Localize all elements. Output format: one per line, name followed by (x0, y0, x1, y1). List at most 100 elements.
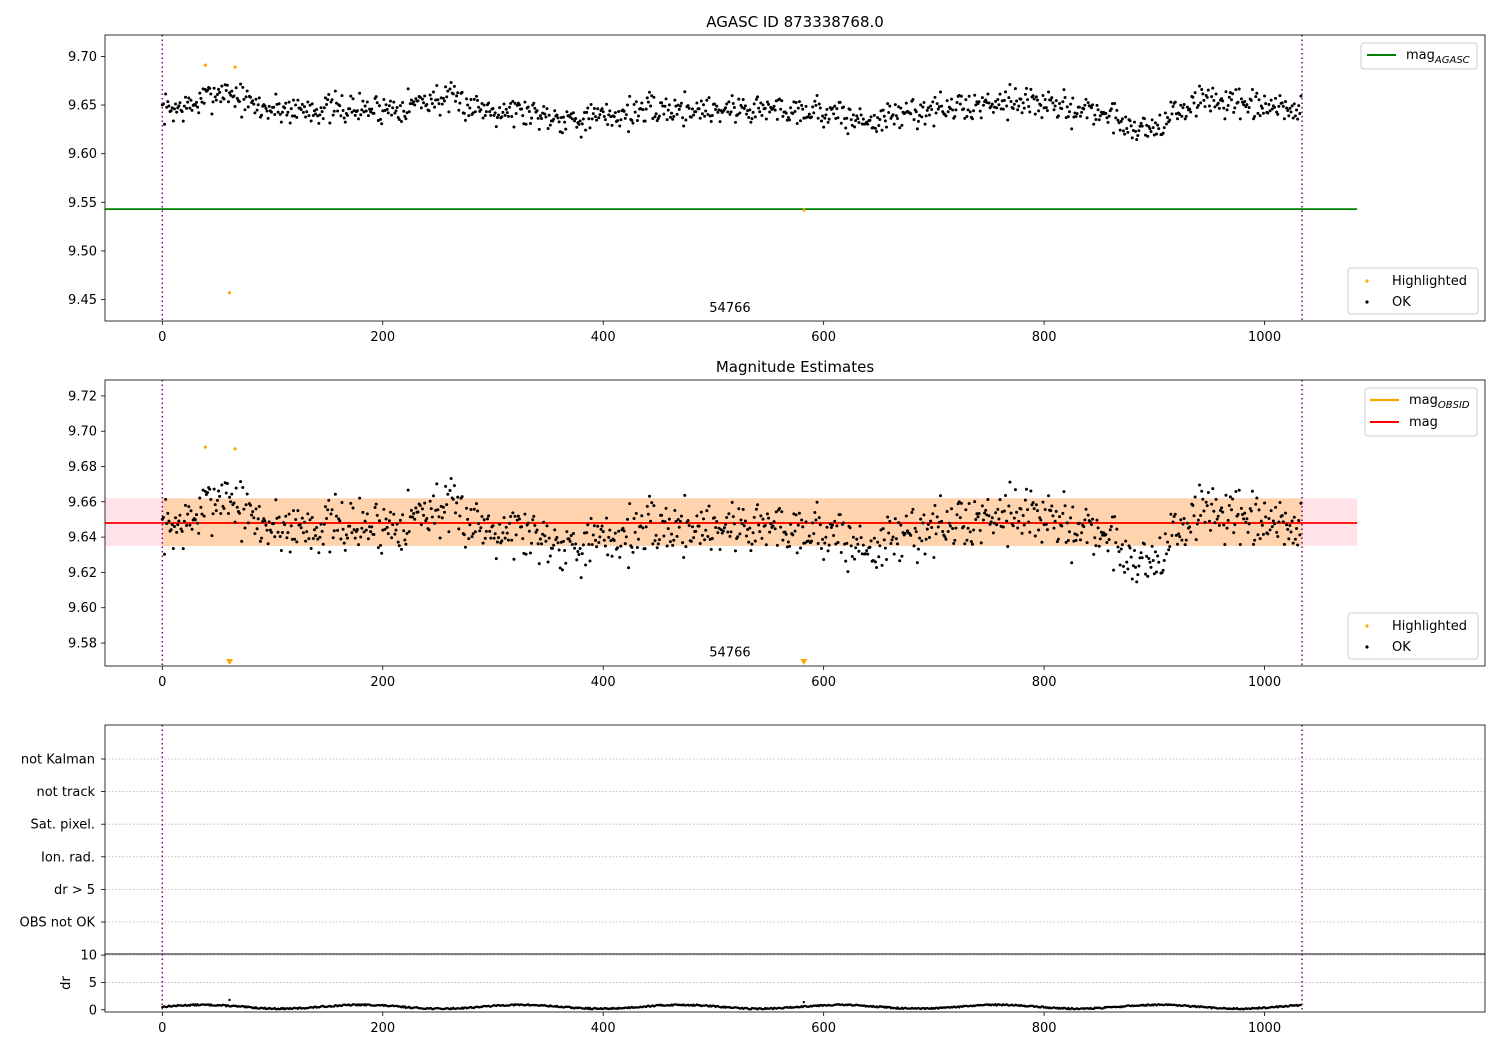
ok-point (276, 110, 280, 114)
y-tick-label: 9.70 (68, 425, 97, 440)
ok-point (482, 103, 486, 107)
ok-point (396, 540, 400, 544)
ok-point (1250, 489, 1254, 493)
ok-point (201, 488, 205, 492)
ok-point (652, 95, 656, 99)
ok-point (728, 112, 732, 116)
ok-point (823, 116, 827, 120)
ok-point (444, 484, 448, 488)
ok-point (690, 107, 694, 111)
ok-point (1249, 98, 1253, 102)
ok-point (667, 517, 671, 521)
y-tick-label: 9.58 (68, 637, 97, 652)
ok-point (542, 105, 546, 109)
ok-point (528, 551, 532, 555)
ok-point (993, 521, 997, 525)
ok-point (625, 517, 629, 521)
ok-point (243, 108, 247, 112)
ok-point (362, 530, 366, 534)
ok-point (1210, 502, 1214, 506)
ok-point (645, 96, 649, 100)
ok-point (1107, 538, 1111, 542)
ok-point (503, 113, 507, 117)
ok-point (797, 100, 801, 104)
ok-point (246, 105, 250, 109)
y-tick-label: 9.66 (68, 495, 97, 510)
ok-point (743, 519, 747, 523)
ok-point (838, 100, 842, 104)
ok-point (1056, 537, 1060, 541)
ok-point (1086, 101, 1090, 105)
ok-point (338, 519, 342, 523)
ok-point (392, 100, 396, 104)
ok-point (471, 532, 475, 536)
ok-point (218, 494, 222, 498)
ok-point (587, 117, 591, 121)
ok-point (401, 100, 405, 104)
ok-point (1257, 508, 1261, 512)
ok-point (1101, 533, 1105, 537)
ok-point (1119, 547, 1123, 551)
ok-point (603, 118, 607, 122)
ok-point (526, 105, 530, 109)
ok-point (447, 110, 451, 114)
ok-point (414, 97, 418, 101)
ok-point (177, 519, 181, 523)
ok-point (936, 107, 940, 111)
ok-point (933, 95, 937, 99)
ok-point (894, 537, 898, 541)
ok-point (869, 115, 873, 119)
highlighted-point (233, 65, 237, 69)
ok-point (511, 99, 515, 103)
ok-point (555, 113, 559, 117)
ok-point (731, 101, 735, 105)
ok-point (1179, 103, 1183, 107)
ok-point (602, 538, 606, 542)
ok-point (1261, 532, 1265, 536)
ok-point (298, 523, 302, 527)
ok-point (1290, 104, 1294, 108)
ok-point (716, 531, 720, 535)
ok-point (185, 523, 189, 527)
ok-point (1043, 98, 1047, 102)
ok-point (404, 117, 408, 121)
ok-point (640, 101, 644, 105)
ok-point (994, 511, 998, 515)
ok-point (391, 106, 395, 110)
ok-point (1035, 509, 1039, 513)
ok-point (940, 104, 944, 108)
ok-point (200, 100, 204, 104)
ok-point (1011, 107, 1015, 111)
ok-point (1155, 570, 1159, 574)
ok-point (164, 92, 168, 96)
ok-point (968, 110, 972, 114)
ok-point (385, 525, 389, 529)
ok-point (328, 550, 332, 554)
ok-point (536, 116, 540, 120)
ok-point (570, 543, 574, 547)
ok-point (1049, 98, 1053, 102)
ok-point (280, 531, 284, 535)
ok-point (1023, 498, 1027, 502)
ok-point (481, 541, 485, 545)
ok-point (634, 511, 638, 515)
ok-point (385, 107, 389, 111)
ok-point (1073, 532, 1077, 536)
y-axis: 9.459.509.559.609.659.70 (68, 50, 105, 308)
ok-point (1144, 572, 1148, 576)
ok-point (1052, 526, 1056, 530)
ok-point (707, 96, 711, 100)
ok-point (732, 522, 736, 526)
ok-point (819, 547, 823, 551)
ok-point (1275, 530, 1279, 534)
ok-point (506, 538, 510, 542)
ok-point (707, 504, 711, 508)
legend-top: magOBSID mag (1364, 387, 1478, 437)
ok-point (1255, 496, 1259, 500)
ok-point (1184, 538, 1188, 542)
ok-point (370, 107, 374, 111)
ok-point (467, 537, 471, 541)
ok-point (409, 98, 413, 102)
ok-point (1107, 114, 1111, 118)
ok-point (910, 511, 914, 515)
